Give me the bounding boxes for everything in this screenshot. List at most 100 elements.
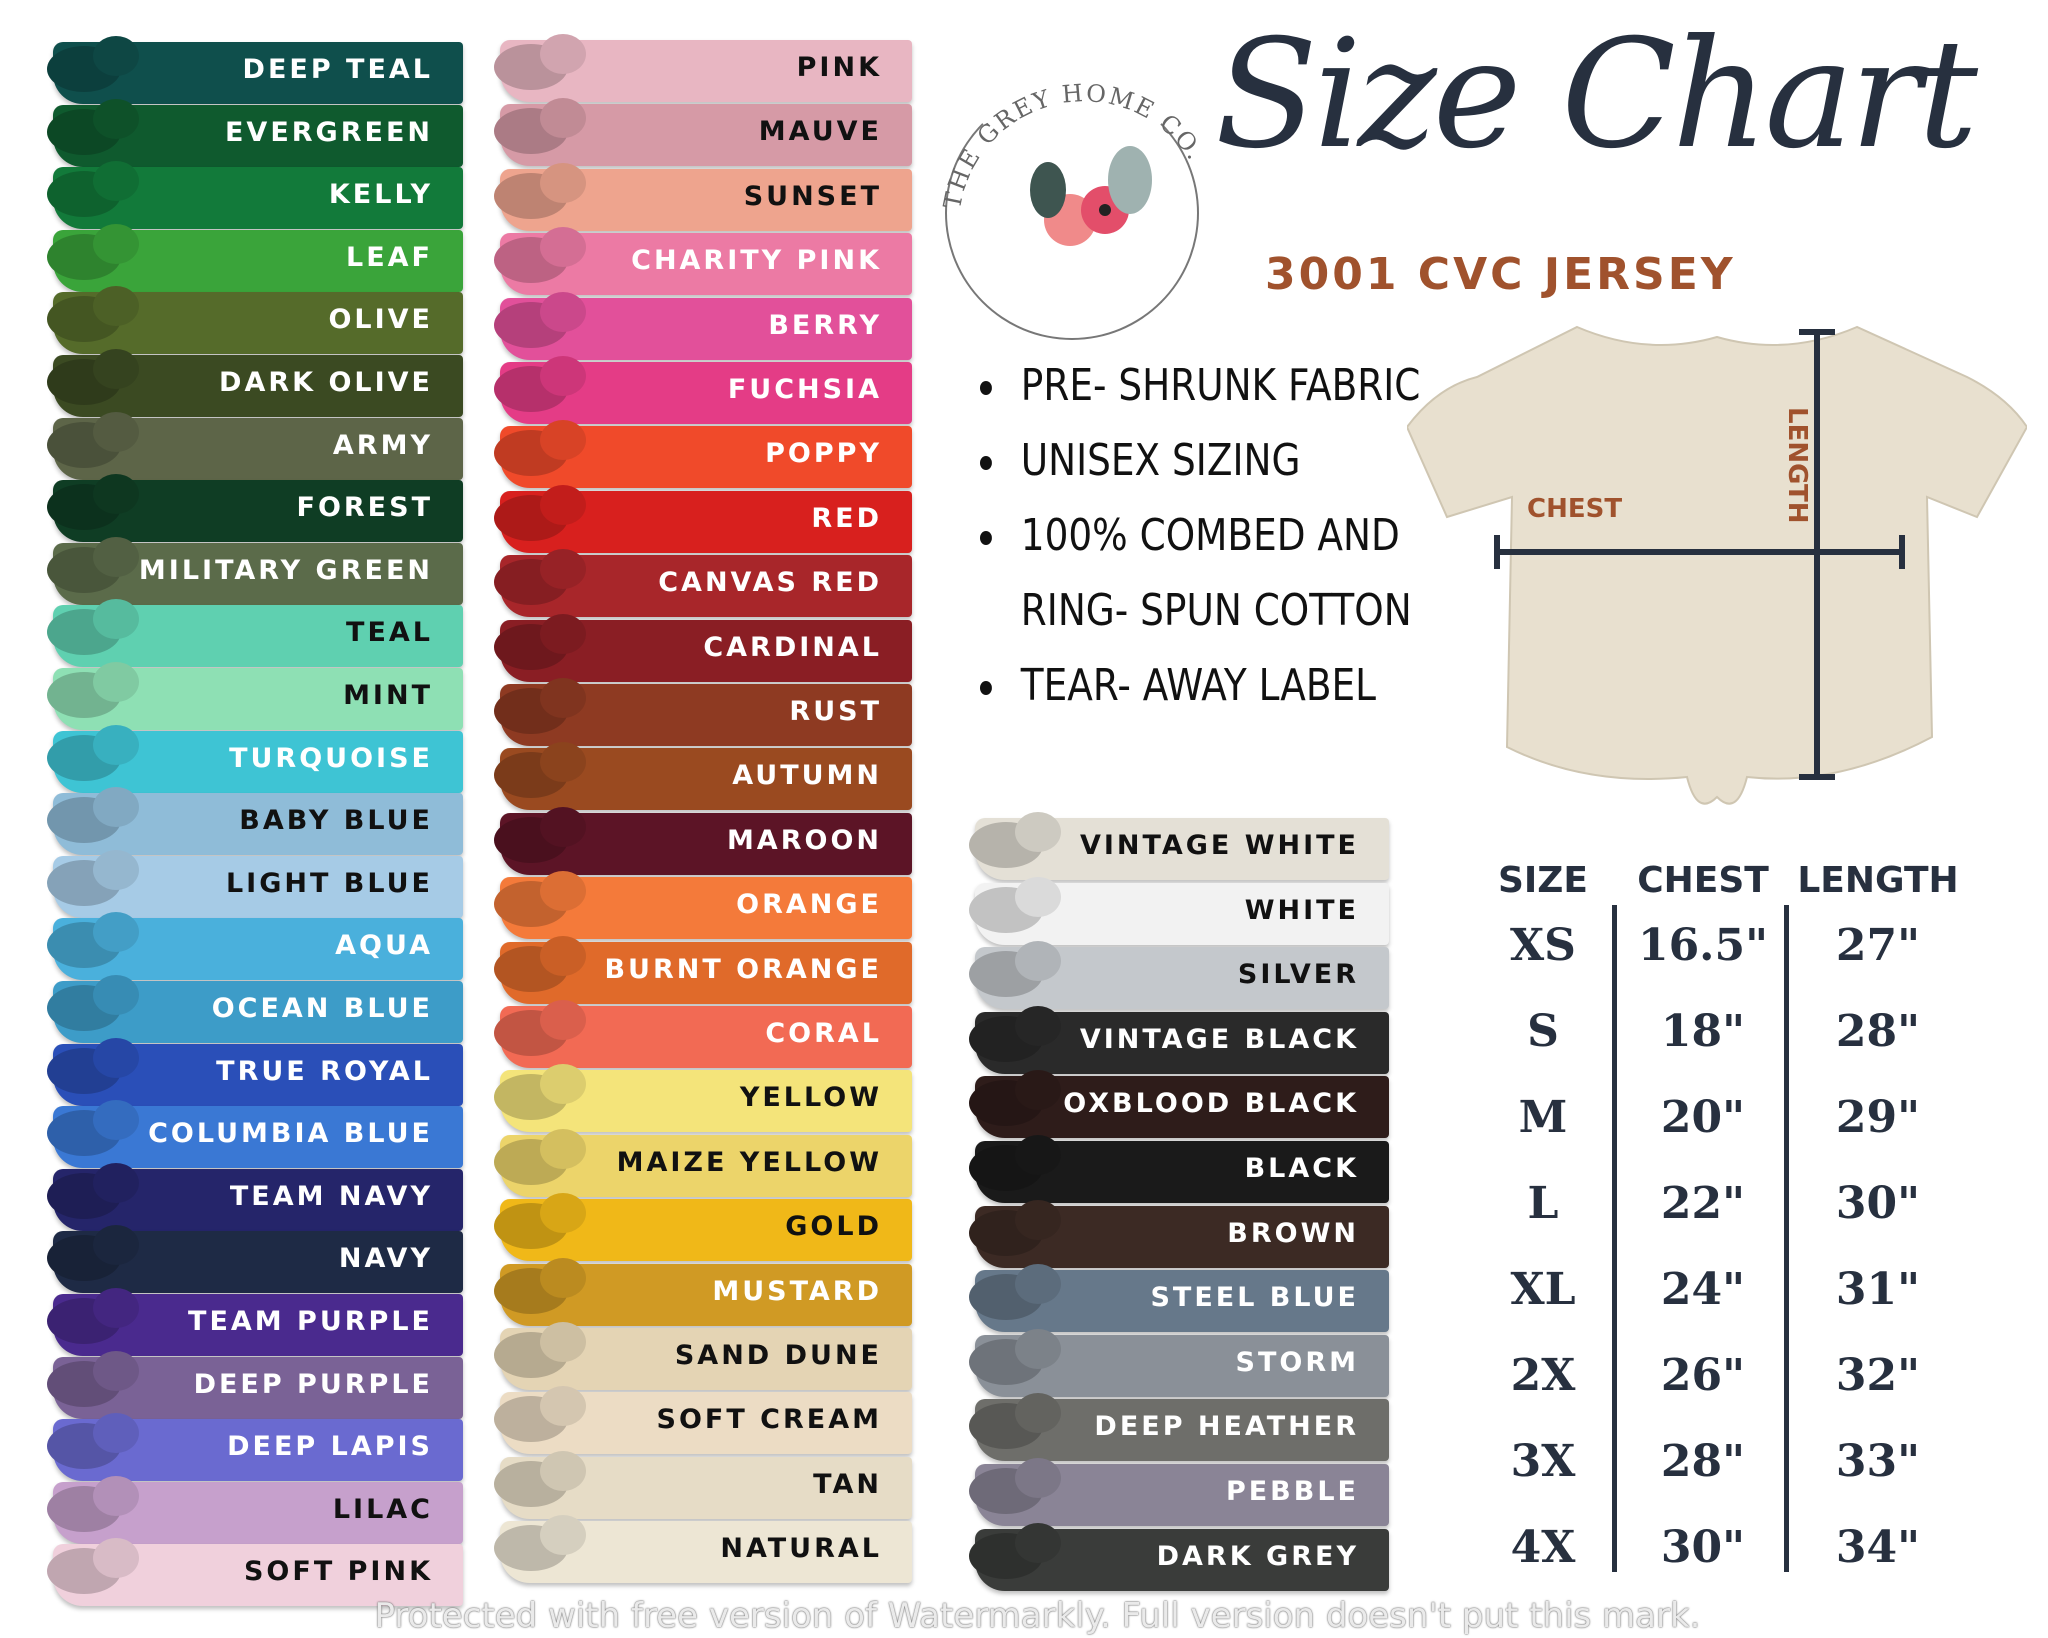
table-cell: 4X (1510, 1522, 1576, 1573)
knot-shape (540, 1193, 586, 1234)
knot-shape (540, 549, 586, 590)
knot-shape (93, 161, 139, 202)
color-swatch: SAND DUNE (494, 1322, 912, 1390)
knot-shape (1015, 1458, 1061, 1498)
knot-shape (1015, 1005, 1061, 1046)
color-name: SOFT PINK (243, 1556, 433, 1588)
knot-shape (1015, 1070, 1061, 1111)
table-cell: 20" (1660, 1092, 1746, 1143)
color-name: TRUE ROYAL (216, 1055, 433, 1087)
color-name: CANVAS RED (658, 567, 882, 599)
color-name: YELLOW (739, 1082, 882, 1114)
color-name: TEAM PURPLE (188, 1306, 433, 1337)
color-name: MUSTARD (712, 1275, 882, 1307)
knot-shape (93, 849, 139, 890)
color-swatch: TEAM NAVY (47, 1162, 463, 1231)
color-swatch: PINK (494, 34, 912, 102)
knot-shape (540, 484, 586, 525)
table-header: SIZE (1497, 860, 1589, 901)
knot-shape (1015, 1328, 1061, 1369)
color-name: BLACK (1244, 1153, 1359, 1184)
knot-shape (1015, 1135, 1061, 1175)
knot-shape (93, 1350, 139, 1391)
bullet-icon (980, 381, 992, 395)
color-name: DEEP TEAL (242, 54, 433, 85)
svg-text:THE GREY HOME CO.: THE GREY HOME CO. (938, 79, 1210, 211)
knot-shape (540, 806, 586, 847)
color-swatch: DEEP HEATHER (969, 1393, 1389, 1462)
color-name: AQUA (335, 930, 433, 962)
table-cell: S (1527, 1006, 1559, 1057)
color-name: CARDINAL (703, 631, 882, 663)
color-name: CHARITY PINK (631, 245, 882, 277)
table-header: LENGTH (1797, 860, 1959, 901)
table-header: CHEST (1637, 860, 1769, 901)
table-cell: 28" (1835, 1006, 1921, 1057)
knot-shape (93, 1225, 139, 1266)
knot-shape (540, 1257, 586, 1298)
color-name: CORAL (765, 1018, 882, 1049)
color-swatch: NAVY (47, 1225, 463, 1294)
color-swatch: LEAF (47, 223, 463, 292)
logo-text: THE GREY HOME CO. (938, 79, 1208, 211)
color-name: SUNSET (743, 180, 882, 212)
knot-shape (540, 227, 586, 268)
color-swatch: COLUMBIA BLUE (47, 1100, 463, 1169)
color-swatch: DARK OLIVE (47, 349, 463, 417)
knot-shape (1015, 812, 1061, 852)
table-cell: 32" (1835, 1350, 1921, 1401)
feature-item: UNISEX SIZING (980, 435, 1300, 487)
color-swatch: SILVER (969, 941, 1389, 1010)
color-swatch: TAN (494, 1450, 912, 1519)
knot-shape (93, 36, 139, 76)
color-swatch: CORAL (494, 1000, 912, 1068)
feature-item: RING- SPUN COTTON (980, 585, 1412, 637)
color-swatch: EVERGREEN (47, 98, 463, 167)
knot-shape (540, 162, 586, 203)
color-name: ARMY (332, 429, 433, 461)
knot-shape (93, 724, 139, 765)
color-name: MINT (343, 680, 433, 711)
knot-shape (540, 34, 586, 74)
knot-shape (93, 1037, 139, 1078)
color-swatch: CHARITY PINK (494, 227, 912, 296)
feature-item: 100% COMBED AND (980, 510, 1400, 562)
color-swatch: CANVAS RED (494, 549, 912, 618)
bullet-icon (980, 531, 992, 545)
color-swatch: AQUA (47, 912, 463, 981)
color-swatch: VINTAGE WHITE (969, 812, 1389, 880)
color-swatch: FOREST (47, 474, 463, 543)
knot-shape (540, 291, 586, 332)
knot-shape (540, 98, 586, 139)
color-swatch: MUSTARD (494, 1257, 912, 1326)
color-name: DARK OLIVE (219, 367, 433, 398)
color-swatch: TRUE ROYAL (47, 1037, 463, 1106)
color-name: DEEP LAPIS (227, 1431, 433, 1463)
color-name: STEEL BLUE (1150, 1282, 1359, 1314)
knot-shape (93, 1413, 139, 1454)
table-cell: XL (1510, 1264, 1576, 1315)
knot-shape (540, 1450, 586, 1491)
color-name: LEAF (346, 241, 433, 273)
color-swatch: STEEL BLUE (969, 1264, 1389, 1333)
feature-text: 100% COMBED AND (1020, 510, 1400, 561)
knot-shape (93, 223, 139, 264)
color-name: GOLD (785, 1211, 882, 1243)
feature-text: PRE- SHRUNK FABRIC (1020, 360, 1421, 411)
knot-shape (93, 1162, 139, 1203)
table-cell: XS (1510, 920, 1576, 971)
knot-shape (540, 420, 586, 461)
color-swatch: PEBBLE (969, 1458, 1389, 1526)
color-swatch: AUTUMN (494, 742, 912, 811)
knot-shape (93, 1475, 139, 1516)
color-swatch: BABY BLUE (47, 787, 463, 856)
chest-label: CHEST (1527, 494, 1622, 524)
color-name: OCEAN BLUE (211, 993, 433, 1024)
bullet-icon (980, 681, 992, 695)
table-cell: 16.5" (1637, 920, 1769, 971)
color-name: AUTUMN (732, 760, 882, 792)
color-swatch: MAIZE YELLOW (494, 1128, 912, 1197)
color-swatch: YELLOW (494, 1064, 912, 1133)
knot-shape (540, 1064, 586, 1105)
table-cell: 3X (1510, 1436, 1576, 1487)
